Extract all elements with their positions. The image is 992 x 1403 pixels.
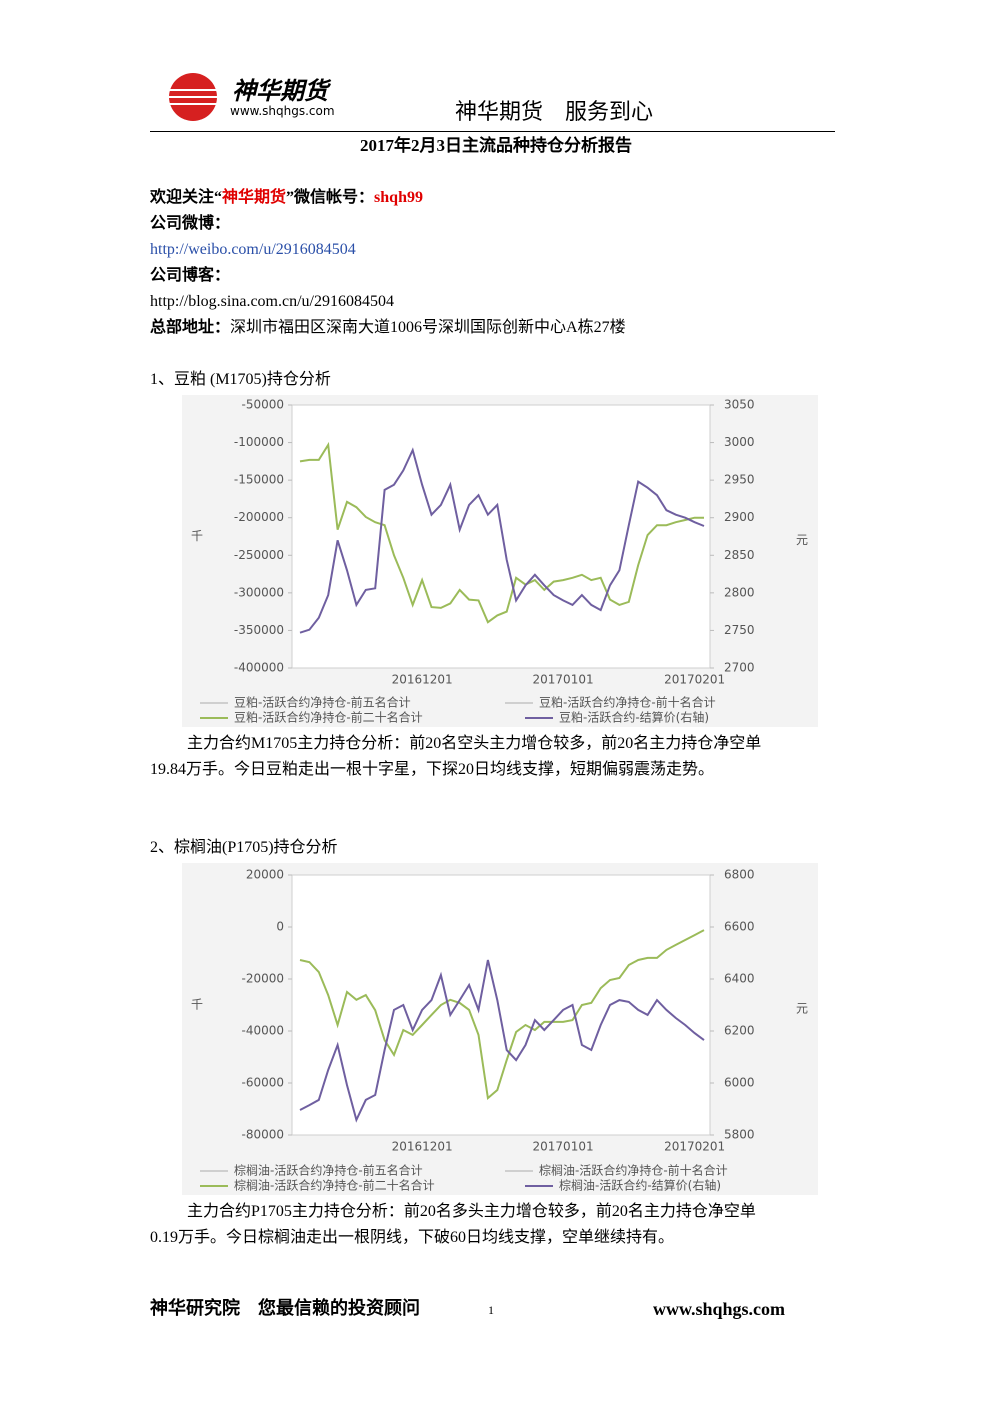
y2-tick-label: 2800 — [724, 585, 755, 599]
y2-tick-label: 2950 — [724, 473, 755, 487]
y-tick-label: 0 — [276, 920, 284, 934]
y2-tick-label: 6000 — [724, 1076, 755, 1090]
series-line — [299, 959, 705, 1123]
blog-link[interactable]: http://blog.sina.com.cn/u/2916084504 — [150, 293, 394, 310]
legend-label: 豆粕-活跃合约-结算价(右轴) — [559, 710, 709, 725]
y2-tick-label: 6800 — [724, 868, 755, 882]
y2-axis-label: 元 — [796, 533, 808, 547]
series-line — [299, 929, 705, 1101]
x-tick-label: 20170201 — [664, 673, 725, 687]
chart: 20000 0 -20000 -40000 -60000 -80000 6800 6600 64… — [182, 863, 818, 1195]
y-tick-label: -350000 — [234, 623, 284, 637]
y2-tick-label: 3000 — [724, 435, 755, 449]
welcome-prefix: 欢迎关注“ — [150, 189, 223, 206]
y-tick-label: -100000 — [234, 435, 284, 449]
paragraph-line: 主力合约P1705主力持仓分析：前20名多头主力增仓较多，前20名主力持仓净空单 — [187, 1203, 756, 1220]
x-tick-label: 20161201 — [392, 1140, 453, 1154]
header-rule — [150, 131, 835, 132]
section-heading: 1、豆粕 (M1705)持仓分析 — [150, 371, 331, 388]
blog-label: 公司博客： — [150, 267, 231, 284]
y-tick-label: 20000 — [246, 868, 284, 882]
logo-mark — [169, 73, 217, 121]
welcome: 欢迎关注“神华期货”微信帐号：shqh99 — [150, 188, 423, 208]
legend-label: 豆粕-活跃合约净持仓-前五名合计 — [234, 695, 411, 710]
legend-label: 棕榈油-活跃合约-结算价(右轴) — [559, 1178, 721, 1193]
address-text: 深圳市福田区深南大道1006号深圳国际创新中心A栋27楼 — [230, 319, 626, 336]
paragraph-line: 0.19万手。今日棕榈油走出一根阴线，下破60日均线支撑，空单继续持有。 — [150, 1229, 675, 1246]
logo-url: www.shqhgs.com — [230, 104, 335, 118]
plot-area — [291, 404, 711, 669]
y-tick-label: -20000 — [241, 972, 284, 986]
footer-left: 神华研究院 您最信赖的投资顾问 — [150, 1298, 420, 1318]
y-tick-label: -300000 — [234, 585, 284, 599]
footer-url[interactable]: www.shqhgs.com — [653, 1299, 786, 1319]
welcome-name: 神华期货 — [222, 189, 287, 206]
x-tick-label: 20170201 — [664, 1140, 725, 1154]
y-tick-label: -150000 — [234, 473, 284, 487]
y-tick-label: -40000 — [241, 1024, 284, 1038]
plot-area — [291, 874, 711, 1136]
welcome-account: shqh99 — [374, 189, 423, 206]
y-tick-label: -50000 — [241, 398, 284, 412]
series-line — [299, 447, 705, 634]
y2-tick-label: 6400 — [724, 972, 755, 986]
legend-label: 棕榈油-活跃合约净持仓-前五名合计 — [234, 1163, 423, 1178]
y2-tick-label: 5800 — [724, 1128, 755, 1142]
legend-label: 豆粕-活跃合约净持仓-前十名合计 — [539, 695, 716, 710]
y-tick-label: -400000 — [234, 661, 284, 675]
y-axis-label: 千 — [191, 529, 203, 543]
series-line — [299, 441, 704, 624]
y2-tick-label: 2900 — [724, 510, 755, 524]
weibo-label: 公司微博： — [150, 215, 231, 232]
chart: -50000 -100000 -150000 -200000 -250000 -30000… — [182, 395, 818, 727]
y2-tick-label: 3050 — [724, 398, 755, 412]
y-tick-label: -200000 — [234, 510, 284, 524]
y2-tick-label: 2700 — [724, 661, 755, 675]
address-label: 总部地址： — [150, 319, 231, 336]
x-tick-label: 20170101 — [533, 1140, 594, 1154]
legend-label: 棕榈油-活跃合约净持仓-前十名合计 — [539, 1163, 728, 1178]
page-number: 1 — [488, 1303, 494, 1317]
section-heading: 2、棕榈油(P1705)持仓分析 — [150, 839, 338, 856]
y2-tick-label: 2750 — [724, 623, 755, 637]
logo-text: 神华期货 — [232, 77, 328, 105]
y2-tick-label: 6200 — [724, 1024, 755, 1038]
weibo-link[interactable]: http://weibo.com/u/2916084504 — [150, 241, 356, 258]
y-tick-label: -60000 — [241, 1076, 284, 1090]
slogan: 神华期货 服务到心 — [455, 100, 654, 125]
x-tick-label: 20161201 — [392, 673, 453, 687]
y-tick-label: -250000 — [234, 548, 284, 562]
legend-label: 豆粕-活跃合约净持仓-前二十名合计 — [234, 710, 423, 725]
title: 2017年2月3日主流品种持仓分析报告 — [360, 136, 632, 155]
welcome-mid: ”微信帐号： — [286, 189, 375, 206]
y2-tick-label: 6600 — [724, 920, 755, 934]
paragraph-line: 主力合约M1705主力持仓分析：前20名空头主力增仓较多，前20名主力持仓净空单 — [187, 735, 762, 752]
y-tick-label: -80000 — [241, 1128, 284, 1142]
x-tick-label: 20170101 — [533, 673, 594, 687]
legend-label: 棕榈油-活跃合约净持仓-前二十名合计 — [234, 1178, 435, 1193]
y2-tick-label: 2850 — [724, 548, 755, 562]
paragraph-line: 19.84万手。今日豆粕走出一根十字星，下探20日均线支撑，短期偏弱震荡走势。 — [150, 761, 715, 778]
y2-axis-label: 元 — [796, 1002, 808, 1016]
address: 总部地址：深圳市福田区深南大道1006号深圳国际创新中心A栋27楼 — [150, 318, 626, 338]
y-axis-label: 千 — [191, 998, 203, 1012]
